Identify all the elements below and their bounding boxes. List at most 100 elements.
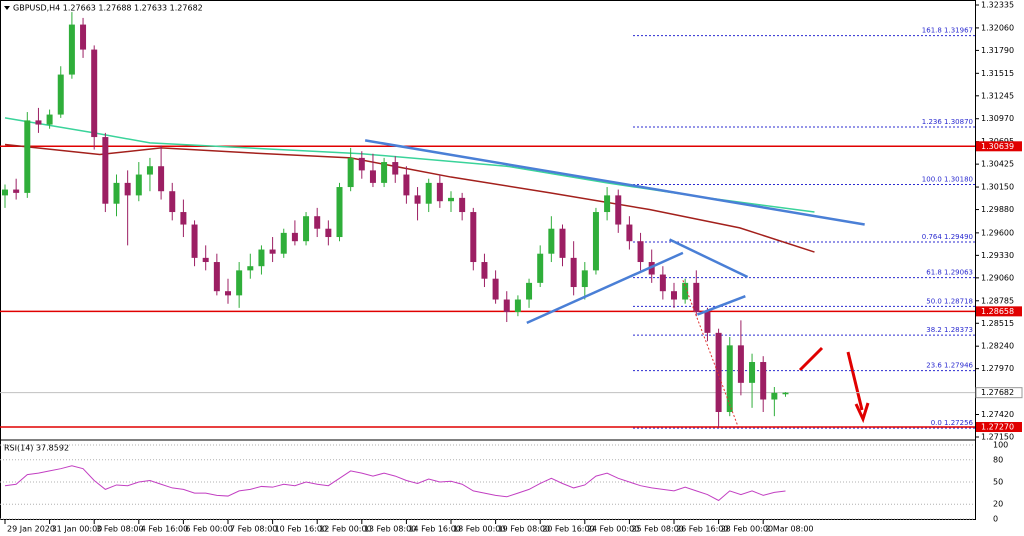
plot-frame (0, 0, 976, 520)
y-tick-label: 1.29600 (981, 228, 1014, 237)
fib-label: 50.0 1.28718 (926, 297, 973, 305)
candle-body (258, 249, 265, 267)
candle-body (648, 262, 655, 275)
candle-body (771, 392, 778, 400)
candle-body (425, 182, 432, 204)
rsi-title: RSI(14) 37.8592 (4, 444, 69, 453)
candle-body (559, 228, 566, 258)
candle-body (581, 270, 588, 288)
candle-body (381, 162, 388, 183)
candle-body (68, 24, 75, 75)
y-tick-label: 1.29330 (981, 251, 1014, 260)
y-tick-label: 1.28515 (981, 319, 1014, 328)
trendline (364, 139, 865, 226)
candle-body (169, 191, 176, 213)
candle-body (269, 249, 276, 254)
candle-body (291, 232, 298, 242)
candle-body (314, 216, 321, 229)
fib-label: 38.2 1.28373 (926, 326, 973, 334)
candle-body (715, 332, 722, 413)
candle-body (102, 137, 109, 204)
x-tick-label: 14 Feb 16:00 (408, 525, 460, 534)
x-tick-label: 24 Feb 00:00 (587, 525, 639, 534)
candle-body (46, 114, 53, 125)
x-tick-label: 3 Feb 08:00 (96, 525, 143, 534)
candle-body (604, 195, 611, 213)
candle-body (35, 120, 42, 125)
y-tick-label: 1.32060 (981, 23, 1014, 32)
x-tick-label: 4 Feb 16:00 (141, 525, 188, 534)
level-label-box (976, 306, 1022, 317)
rsi-tick-label: 80 (993, 455, 1003, 464)
candle-body (225, 291, 231, 296)
fib-label: 100.0 1.30180 (922, 176, 973, 184)
y-tick-label: 1.30970 (981, 114, 1014, 123)
candle-body (436, 182, 443, 202)
x-tick-label: 19 Feb 08:00 (498, 525, 550, 534)
x-tick-label: 31 Jan 00:00 (52, 525, 103, 534)
candle-body (760, 362, 767, 400)
candle-body (191, 224, 198, 258)
rsi-line (4, 465, 786, 502)
level-label: 1.28658 (981, 307, 1014, 316)
candle-body (704, 312, 711, 333)
candle-body (57, 74, 64, 115)
candle-body (369, 170, 376, 183)
current-price-label: 1.27682 (981, 388, 1014, 397)
y-tick-label: 1.32335 (981, 0, 1014, 9)
candle-body (403, 174, 410, 196)
x-tick-label: 20 Feb 16:00 (542, 525, 594, 534)
fib-label: 161.8 1.31967 (922, 27, 973, 35)
y-tick-label: 1.27150 (981, 433, 1014, 442)
x-tick-label: 12 Feb 00:00 (319, 525, 371, 534)
candle-body (548, 228, 555, 254)
candle-body (247, 266, 254, 271)
fib-label: 61.8 1.29063 (926, 269, 973, 277)
candle-body (236, 270, 243, 296)
candle-body (749, 362, 756, 383)
trendline (668, 238, 749, 279)
y-tick-label: 1.28785 (981, 296, 1014, 305)
candle-body (537, 253, 544, 283)
candle-body (158, 166, 165, 192)
x-tick-label: 26 Feb 16:00 (676, 525, 728, 534)
rsi-tick-label: 100 (993, 441, 1008, 450)
y-tick-label: 1.31245 (981, 91, 1014, 100)
menu-triangle (4, 6, 10, 10)
trendline (526, 251, 684, 324)
y-tick-label: 1.29880 (981, 205, 1014, 214)
candle-body (213, 262, 220, 292)
x-tick-label: 10 Feb 16:00 (275, 525, 327, 534)
candle-body (2, 189, 8, 196)
fib-label: 23.6 1.27946 (926, 362, 973, 370)
candle-body (470, 212, 477, 263)
y-tick-label: 1.30150 (981, 183, 1014, 192)
candle-body (637, 241, 644, 263)
candle-body (782, 392, 789, 395)
candle-body (726, 345, 733, 413)
candle-body (526, 282, 533, 300)
candle-body (336, 187, 343, 238)
y-tick-label: 1.27420 (981, 410, 1014, 419)
candle-body (180, 212, 187, 225)
y-tick-label: 1.31790 (981, 46, 1014, 55)
candle-body (347, 157, 354, 188)
y-tick-label: 1.29060 (981, 273, 1014, 282)
x-tick-label: 28 Feb 00:00 (721, 525, 773, 534)
fib-label: 0.764 1.29490 (922, 233, 973, 241)
chart-title: GBPUSD,H4 1.27663 1.27688 1.27633 1.2768… (13, 4, 203, 13)
up-arrow (798, 346, 824, 372)
trendline (682, 280, 739, 426)
x-tick-label: 2 Mar 08:00 (765, 525, 813, 534)
x-tick-label: 18 Feb 00:00 (453, 525, 505, 534)
candle-body (392, 162, 399, 175)
candle-body (737, 345, 744, 383)
candle-body (682, 282, 689, 300)
candle-body (615, 195, 622, 225)
y-tick-label: 1.28240 (981, 342, 1014, 351)
x-tick-label: 7 Feb 08:00 (230, 525, 277, 534)
candle-body (448, 197, 454, 202)
candle-body (570, 257, 577, 288)
